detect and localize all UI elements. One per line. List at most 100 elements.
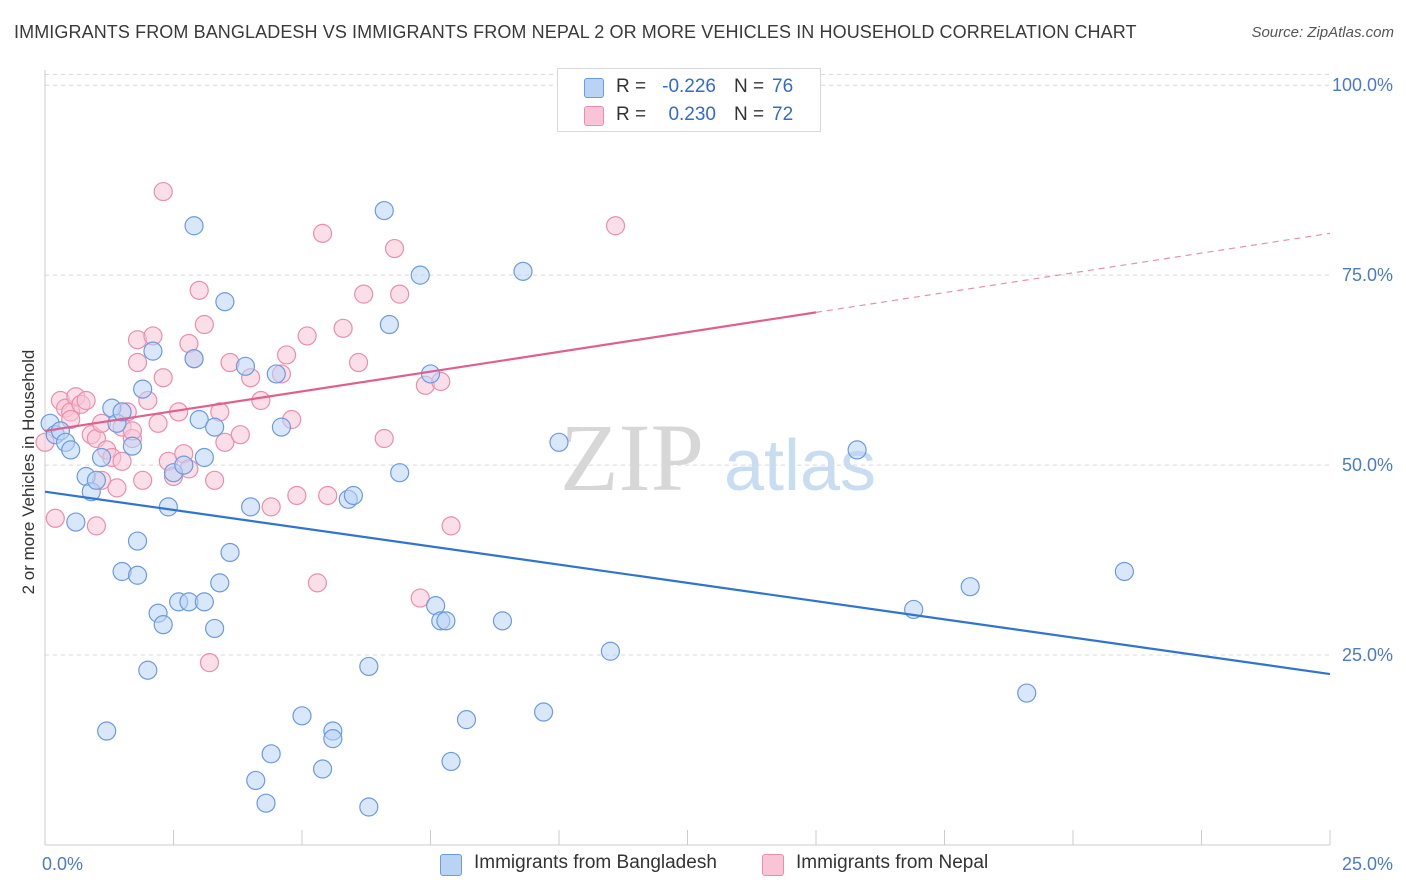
data-point-bangladesh — [323, 729, 343, 749]
data-point-bangladesh — [174, 455, 194, 475]
data-point-nepal — [107, 478, 127, 498]
data-point-nepal — [318, 485, 338, 506]
data-point-bangladesh — [960, 577, 980, 597]
tick-labels: 25.0% 50.0% 75.0% 100.0% 0.0% 25.0% — [42, 75, 1393, 874]
y-tick-label: 75.0% — [1342, 265, 1393, 285]
data-point-bangladesh — [91, 447, 112, 468]
source-credit: Source: ZipAtlas.com — [1251, 24, 1394, 41]
trendlines — [44, 232, 1331, 676]
data-point-nepal — [384, 238, 405, 259]
data-point-nepal — [215, 432, 235, 452]
data-point-nepal — [276, 345, 297, 365]
data-point-nepal — [112, 451, 132, 471]
legend-label-nepal: Immigrants from Nepal — [796, 852, 989, 873]
data-point-bangladesh — [847, 440, 867, 460]
y-tick-label: 100.0% — [1332, 75, 1393, 95]
data-point-bangladesh — [215, 292, 235, 312]
data-point-nepal — [153, 368, 173, 388]
data-point-nepal — [261, 497, 281, 517]
data-point-bangladesh — [220, 542, 240, 563]
data-point-bangladesh — [112, 402, 132, 422]
data-point-nepal — [354, 284, 374, 304]
data-point-nepal — [45, 508, 65, 528]
watermark-zip: ZIP — [560, 404, 704, 511]
data-point-bangladesh — [312, 759, 333, 779]
data-point-bangladesh — [600, 641, 621, 661]
data-point-bangladesh — [205, 618, 225, 639]
data-point-bangladesh — [127, 565, 148, 585]
legend-r-label: R = — [616, 76, 647, 97]
watermark-atlas: atlas — [724, 426, 876, 506]
data-point-nepal — [133, 470, 153, 490]
trendline-nepal — [44, 311, 817, 432]
data-point-bangladesh — [271, 417, 292, 437]
data-point-bangladesh — [256, 793, 276, 813]
data-point-bangladesh — [86, 470, 107, 490]
legend-n-value: 72 — [772, 104, 794, 125]
data-point-nepal — [410, 588, 430, 608]
legend-row-bangladesh: R = -0.226 N = 76 — [558, 73, 820, 101]
data-point-nepal — [287, 485, 307, 506]
data-point-nepal — [333, 318, 353, 338]
series-bangladesh-points — [40, 200, 1135, 817]
data-point-bangladesh — [194, 592, 214, 612]
data-point-bangladesh — [153, 615, 173, 635]
data-point-bangladesh — [492, 611, 513, 631]
data-point-bangladesh — [189, 409, 209, 430]
trendline-nepal-projection — [815, 232, 1331, 313]
series-legend: Immigrants from Bangladesh Immigrants fr… — [0, 851, 1406, 879]
x-tick-label: 25.0% — [1342, 854, 1393, 874]
data-point-bangladesh — [343, 485, 363, 506]
data-point-bangladesh — [390, 463, 410, 483]
data-point-bangladesh — [210, 573, 230, 593]
data-point-bangladesh — [410, 265, 430, 285]
y-tick-label: 50.0% — [1342, 455, 1393, 475]
data-point-bangladesh — [138, 660, 158, 680]
data-point-bangladesh — [133, 379, 153, 399]
chart-title: IMMIGRANTS FROM BANGLADESH VS IMMIGRANTS… — [14, 22, 1137, 42]
legend-swatch-bangladesh — [584, 78, 604, 98]
data-point-nepal — [230, 425, 250, 445]
data-point-bangladesh — [266, 364, 286, 384]
y-tick-label: 25.0% — [1342, 645, 1393, 665]
legend-n-label: N = — [734, 104, 765, 125]
data-point-bangladesh — [359, 797, 379, 817]
data-point-bangladesh — [533, 702, 554, 722]
data-point-bangladesh — [235, 356, 256, 376]
data-point-bangladesh — [1114, 561, 1135, 582]
data-point-nepal — [86, 516, 107, 536]
data-point-bangladesh — [441, 751, 461, 772]
data-point-bangladesh — [261, 744, 281, 764]
data-point-nepal — [297, 326, 317, 346]
legend-swatch-nepal — [584, 106, 604, 126]
data-point-nepal — [153, 181, 173, 202]
data-point-nepal — [199, 653, 220, 673]
legend-n-value: 76 — [772, 76, 794, 97]
data-point-nepal — [374, 428, 394, 449]
watermark: ZIP atlas — [560, 404, 876, 511]
data-point-bangladesh — [1017, 683, 1037, 703]
legend-swatch-bangladesh — [440, 854, 462, 876]
data-point-nepal — [441, 516, 461, 536]
correlation-legend: R = -0.226 N = 76 R = 0.230 N = 72 — [557, 68, 821, 132]
data-point-nepal — [205, 470, 225, 490]
legend-r-label: R = — [616, 104, 647, 125]
data-point-nepal — [127, 352, 148, 373]
data-point-bangladesh — [420, 364, 441, 384]
data-point-bangladesh — [246, 770, 266, 791]
data-point-bangladesh — [184, 216, 204, 236]
data-point-nepal — [148, 413, 168, 433]
data-point-nepal — [390, 284, 410, 304]
data-point-bangladesh — [379, 314, 399, 335]
data-point-bangladesh — [456, 710, 477, 730]
legend-r-value: -0.226 — [662, 76, 716, 97]
data-point-bangladesh — [194, 447, 214, 468]
data-point-nepal — [307, 573, 328, 593]
data-point-bangladesh — [292, 706, 312, 726]
data-point-bangladesh — [359, 656, 379, 677]
data-point-nepal — [251, 390, 271, 411]
data-point-bangladesh — [374, 200, 394, 221]
x-tick-label: 0.0% — [42, 854, 83, 874]
data-point-nepal — [189, 280, 209, 300]
